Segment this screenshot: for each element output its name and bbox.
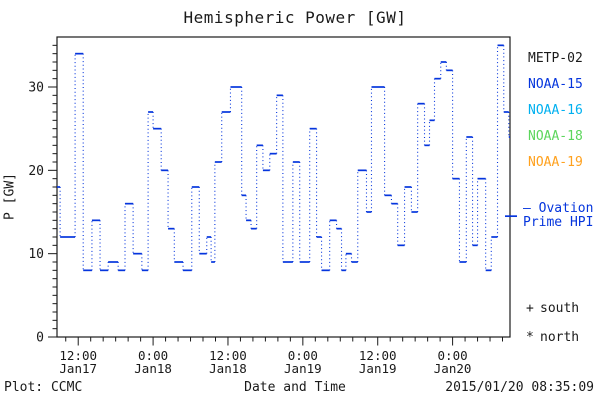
x-axis: 12:00Jan170:00Jan1812:00Jan180:00Jan1912… <box>59 337 504 376</box>
x-tick-time-label: 0:00 <box>288 348 318 363</box>
ovation-label-line2: Prime HPI <box>523 215 594 230</box>
x-tick-time-label: 12:00 <box>59 348 97 363</box>
asterisk-symbol-icon: * <box>526 330 534 345</box>
x-tick-time-label: 0:00 <box>138 348 168 363</box>
ovation-label-line1: – Ovation <box>523 201 594 216</box>
north-label: north <box>540 330 580 345</box>
x-tick-date-label: Jan17 <box>59 361 97 376</box>
south-hemisphere-marker: + south <box>526 301 579 316</box>
chart-title: Hemispheric Power [GW] <box>183 8 407 27</box>
y-tick-label: 10 <box>28 247 44 262</box>
x-tick-time-label: 0:00 <box>438 348 468 363</box>
ovation-prime-hpi-label: – Ovation Prime HPI <box>523 202 593 230</box>
x-axis-title: Date and Time <box>244 380 346 395</box>
y-tick-label: 30 <box>28 81 44 96</box>
hpi-data-series <box>57 44 510 272</box>
legend-item-noaa-19: NOAA-19 <box>528 155 583 170</box>
x-tick-date-label: Jan19 <box>284 361 322 376</box>
plus-symbol-icon: + <box>526 301 534 316</box>
legend-item-metp-02: METP-02 <box>528 51 583 66</box>
y-axis-label: P [GW] <box>2 173 18 220</box>
y-tick-label: 0 <box>36 331 44 346</box>
legend-item-noaa-15: NOAA-15 <box>528 77 583 92</box>
south-label: south <box>540 301 580 316</box>
x-tick-date-label: Jan20 <box>434 361 472 376</box>
legend-item-noaa-18: NOAA-18 <box>528 129 583 144</box>
plot-timestamp: 2015/01/20 08:35:09 <box>445 380 594 395</box>
x-tick-date-label: Jan18 <box>134 361 172 376</box>
x-tick-date-label: Jan18 <box>209 361 247 376</box>
x-tick-time-label: 12:00 <box>359 348 397 363</box>
north-hemisphere-marker: * north <box>526 330 579 345</box>
plot-source-label: Plot: CCMC <box>4 380 83 395</box>
satellite-legend: METP-02 NOAA-15 NOAA-16 NOAA-18 NOAA-19 <box>528 46 583 176</box>
y-axis: 0 10 20 30 <box>28 44 57 346</box>
x-tick-date-label: Jan19 <box>359 361 397 376</box>
y-tick-label: 20 <box>28 164 44 179</box>
plot-border <box>56 36 511 338</box>
x-tick-time-label: 12:00 <box>209 348 247 363</box>
legend-item-noaa-16: NOAA-16 <box>528 103 583 118</box>
